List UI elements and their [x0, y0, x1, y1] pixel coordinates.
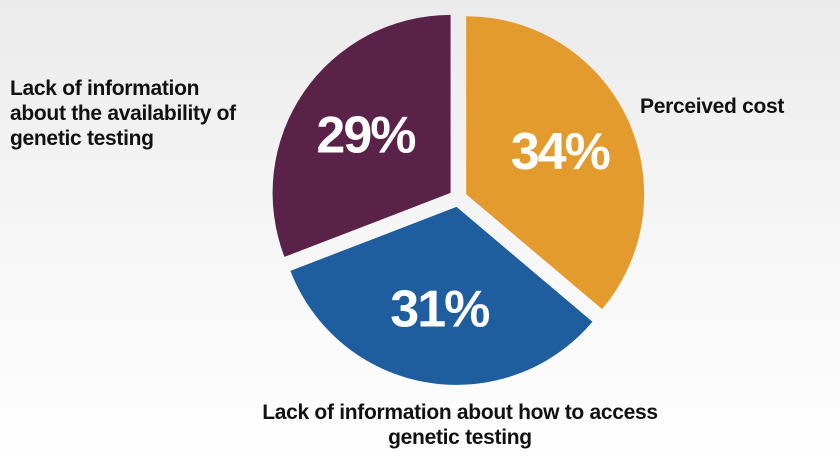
pie-slice	[272, 14, 451, 257]
value-label: 34%	[511, 123, 610, 181]
pie-slice	[466, 16, 645, 310]
category-label: Lack of information about how to access …	[262, 401, 658, 449]
category-label: Perceived cost	[640, 95, 785, 118]
value-label: 29%	[316, 106, 415, 164]
value-label: 31%	[390, 281, 489, 339]
category-label: Lack of information about the availabili…	[10, 77, 236, 150]
pie-slice	[290, 206, 593, 385]
